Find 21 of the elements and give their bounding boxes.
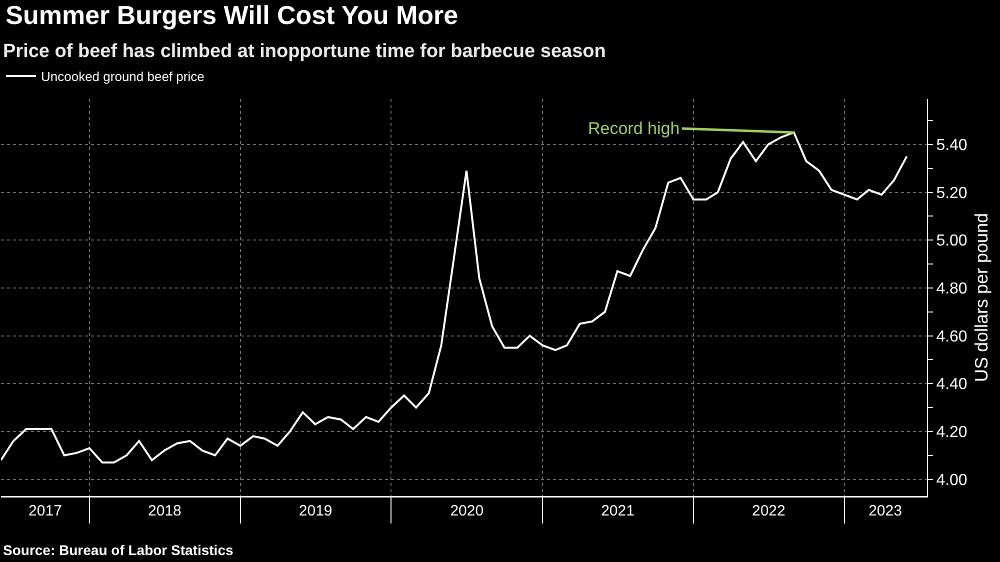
y-tick-label: 4.00 xyxy=(936,472,968,489)
source-note: Source: Bureau of Labor Statistics xyxy=(3,542,234,558)
chart-title: Summer Burgers Will Cost You More xyxy=(6,0,458,30)
y-tick-label: 4.20 xyxy=(936,424,968,442)
annotation: Record high xyxy=(588,119,680,138)
x-tick-label: 2019 xyxy=(298,502,332,520)
y-axis-title: US dollars per pound xyxy=(972,212,992,382)
y-tick-label: 5.40 xyxy=(936,137,968,154)
x-tick-label: 2017 xyxy=(28,502,62,520)
x-tick-label: 2020 xyxy=(450,502,484,520)
y-tick-label: 5.00 xyxy=(936,232,968,250)
legend-label: Uncooked ground beef price xyxy=(41,69,204,84)
y-tick-label: 4.80 xyxy=(936,280,968,298)
y-tick-label: 4.40 xyxy=(936,376,968,394)
y-tick-label: 5.20 xyxy=(936,184,968,202)
x-tick-label: 2022 xyxy=(752,502,786,520)
chart-subtitle: Price of beef has climbed at inopportune time for barbecue season xyxy=(3,41,606,62)
x-tick-label: 2023 xyxy=(868,502,902,520)
x-tick-label: 2021 xyxy=(601,502,634,520)
x-tick-label: 2018 xyxy=(148,502,182,520)
y-tick-label: 4.60 xyxy=(936,328,968,346)
